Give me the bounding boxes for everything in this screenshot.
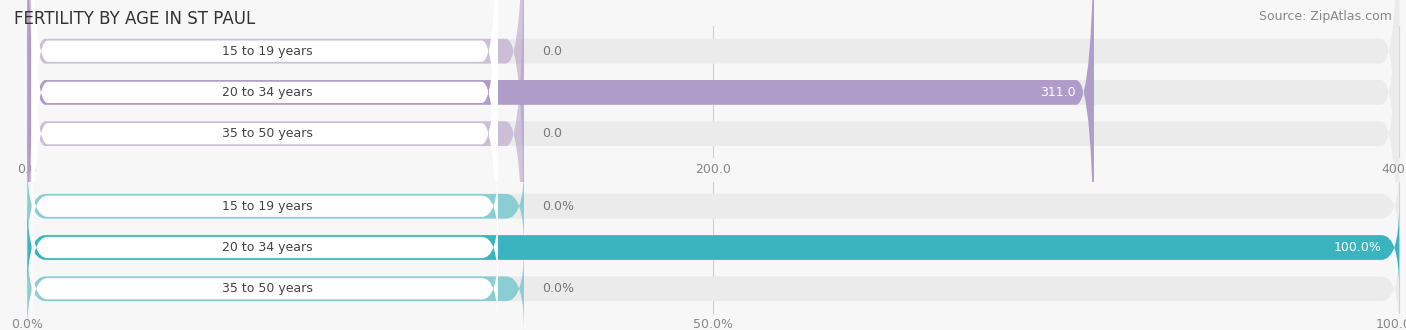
FancyBboxPatch shape xyxy=(28,0,1094,295)
Text: Source: ZipAtlas.com: Source: ZipAtlas.com xyxy=(1258,10,1392,23)
Text: 35 to 50 years: 35 to 50 years xyxy=(222,127,314,140)
FancyBboxPatch shape xyxy=(28,165,1399,248)
FancyBboxPatch shape xyxy=(28,165,524,248)
Text: 100.0%: 100.0% xyxy=(1333,241,1381,254)
Text: 0.0: 0.0 xyxy=(541,45,562,58)
FancyBboxPatch shape xyxy=(31,210,498,285)
FancyBboxPatch shape xyxy=(28,248,524,330)
FancyBboxPatch shape xyxy=(31,0,498,316)
FancyBboxPatch shape xyxy=(28,206,1399,289)
FancyBboxPatch shape xyxy=(28,0,524,330)
Text: 15 to 19 years: 15 to 19 years xyxy=(222,45,312,58)
FancyBboxPatch shape xyxy=(28,0,1399,253)
FancyBboxPatch shape xyxy=(31,0,498,275)
FancyBboxPatch shape xyxy=(28,0,524,253)
Text: 20 to 34 years: 20 to 34 years xyxy=(222,241,312,254)
FancyBboxPatch shape xyxy=(31,0,498,234)
FancyBboxPatch shape xyxy=(28,248,1399,330)
Text: 15 to 19 years: 15 to 19 years xyxy=(222,200,312,213)
Text: 0.0%: 0.0% xyxy=(541,200,574,213)
Text: 0.0%: 0.0% xyxy=(541,282,574,295)
Text: 35 to 50 years: 35 to 50 years xyxy=(222,282,314,295)
Text: FERTILITY BY AGE IN ST PAUL: FERTILITY BY AGE IN ST PAUL xyxy=(14,10,256,28)
FancyBboxPatch shape xyxy=(31,169,498,244)
Text: 0.0: 0.0 xyxy=(541,127,562,140)
Text: 20 to 34 years: 20 to 34 years xyxy=(222,86,312,99)
FancyBboxPatch shape xyxy=(28,0,1399,330)
FancyBboxPatch shape xyxy=(28,206,1399,289)
FancyBboxPatch shape xyxy=(31,251,498,326)
FancyBboxPatch shape xyxy=(28,0,1399,295)
Text: 311.0: 311.0 xyxy=(1040,86,1076,99)
